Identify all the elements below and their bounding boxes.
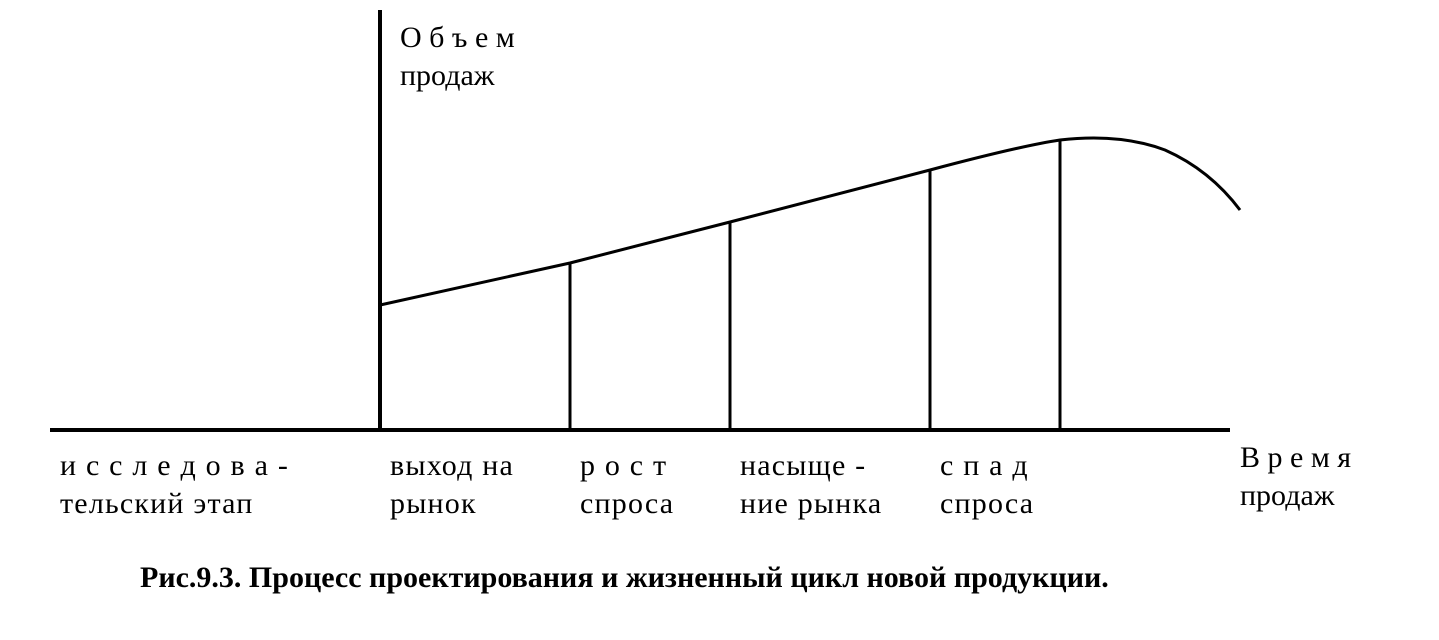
stage-4-line1: с п а д <box>940 448 1029 484</box>
stage-0-line1: и с с л е д о в а - <box>60 448 289 484</box>
stage-2-line1: р о с т <box>580 448 667 484</box>
figure-caption: Рис.9.3. Процесс проектирования и жизнен… <box>140 560 1109 596</box>
stage-1-line2: рынок <box>390 486 477 522</box>
y-axis-label-line2: продаж <box>400 58 495 94</box>
sales-curve <box>380 138 1240 305</box>
figure-container: { "chart": { "type": "line", "background… <box>0 0 1439 640</box>
y-axis-label-line1: О б ъ е м <box>400 20 515 56</box>
stage-0-line2: тельский этап <box>60 486 254 522</box>
stage-2-line2: спроса <box>580 486 674 522</box>
stage-4-line2: спроса <box>940 486 1034 522</box>
plc-chart-svg <box>0 0 1439 640</box>
stage-1-line1: выход на <box>390 448 514 484</box>
stage-3-line1: насыще - <box>740 448 866 484</box>
x-axis-label-line2: продаж <box>1240 478 1335 514</box>
stage-3-line2: ние рынка <box>740 486 882 522</box>
x-axis-label-line1: В р е м я <box>1240 440 1351 476</box>
